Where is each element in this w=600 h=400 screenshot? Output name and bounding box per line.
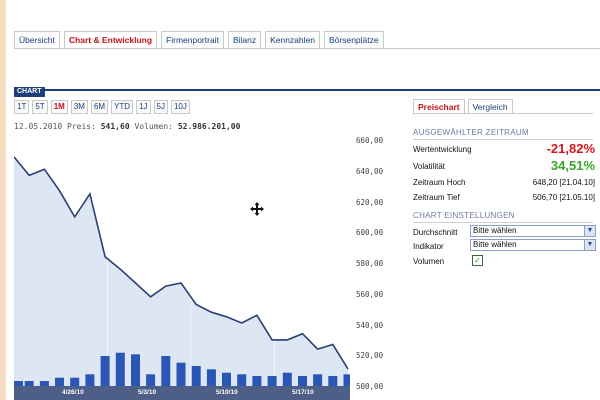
volume-bar [176,362,186,386]
y-tick-label: 580,00 [356,259,384,268]
zeitraum-hoch-label: Zeitraum Hoch [413,178,466,187]
volume-bar [24,381,34,386]
period-button-7[interactable]: 5J [153,100,168,114]
x-tick-label: 5/3/10 [138,389,157,396]
volume-bar [115,352,125,386]
chart-type-underline [413,113,593,114]
y-tick-label: 500,00 [356,382,384,391]
info-date: 12.05.2010 [14,122,63,131]
indikator-label: Indikator [413,242,444,251]
zeitraum-tief-label: Zeitraum Tief [413,193,460,202]
volume-bar [222,372,231,386]
chevron-down-icon[interactable]: ▼ [584,226,595,236]
volume-bar [55,377,64,386]
period-button-5[interactable]: YTD [111,100,134,114]
info-volume: 52.986.201,00 [177,122,241,131]
tab-4[interactable]: Kennzahlen [265,31,320,49]
chart-section-header: CHART [14,80,600,97]
x-axis-strip [14,386,350,400]
tab-5[interactable]: Börsenplätze [324,31,384,49]
y-tick-label: 640,00 [356,166,384,176]
selected-period-title: AUSGEWÄHLTER ZEITRAUM [413,128,529,137]
tab-2[interactable]: Firmenportrait [161,31,224,49]
period-selector: 1T 5T 1M 3M 6M YTD 1J 5J 10J [14,100,190,114]
period-button-1[interactable]: 5T [32,100,48,114]
x-tick-label: 4/26/10 [62,389,84,396]
volume-bar [131,354,140,386]
info-price: 541,60 [100,122,130,131]
durchschnitt-select[interactable]: Bitte wählen ▼ [470,225,596,237]
volume-bar [146,374,156,386]
volumen-label: Volumen [413,257,445,266]
volume-bar [328,376,338,386]
info-price-label: Preis: [67,122,96,131]
price-line [14,156,349,370]
volume-bar [237,374,247,386]
period-button-6[interactable]: 1J [136,100,151,114]
y-tick-label: 600,00 [356,228,384,238]
volume-bar [70,377,80,386]
volume-bar [267,376,277,386]
x-tick-label: 5/17/10 [292,389,314,396]
volume-bar [282,372,292,386]
wertentwicklung-value: -21,82% [546,141,595,156]
x-tick-label: 5/10/10 [216,389,238,396]
volume-bar [313,374,323,386]
move-icon [250,202,264,216]
zeitraum-hoch-value: 648,20 [21.04.10] [532,178,595,187]
zeitraum-tief-value: 506,70 [21.05.10] [532,193,595,202]
info-volume-label: Volumen: [134,122,173,131]
wertentwicklung-label: Wertentwicklung [413,145,472,154]
period-button-0[interactable]: 1T [14,100,30,114]
volume-bar [252,376,262,386]
volume-bar [191,366,201,386]
period-button-8[interactable]: 10J [170,100,190,114]
volume-bar [161,356,171,386]
chart-header-label: CHART [14,87,45,97]
period-button-4[interactable]: 6M [90,100,109,114]
y-tick-label: 660,00 [356,136,384,145]
volatilitaet-label: Volatilität [413,162,446,171]
chart-type-tab-0[interactable]: Preischart [413,99,465,114]
indikator-value: Bitte wählen [473,240,517,249]
price-info: 12.05.2010 Preis: 541,60 Volumen: 52.986… [14,122,240,131]
price-chart[interactable] [14,134,350,400]
chart-type-tabs: Preischart Vergleich [413,99,513,114]
period-button-3[interactable]: 3M [70,100,88,114]
tab-1[interactable]: Chart & Entwicklung [63,31,158,49]
chart-settings-title: CHART EINSTELLUNGEN [413,211,515,220]
tab-0[interactable]: Übersicht [14,31,60,49]
volume-bar [206,369,216,386]
volume-bar [298,376,307,386]
durchschnitt-value: Bitte wählen [473,226,517,235]
volumen-checkbox[interactable]: ✓ [472,255,483,266]
volume-bar [100,356,110,386]
y-tick-label: 520,00 [356,351,384,361]
tab-underline [14,48,600,49]
left-accent-bar [0,0,6,400]
durchschnitt-label: Durchschnitt [413,228,458,237]
y-tick-label: 620,00 [356,197,384,207]
period-button-2[interactable]: 1M [50,100,68,114]
main-tabs: Übersicht Chart & Entwicklung Firmenportra… [14,31,384,49]
selected-period-divider [413,139,593,140]
chart-settings-divider [413,222,593,223]
y-tick-label: 540,00 [356,320,384,330]
volume-bar [85,374,95,386]
chevron-down-icon[interactable]: ▼ [584,240,595,250]
y-tick-label: 560,00 [356,289,384,299]
tab-3[interactable]: Bilanz [227,31,262,49]
volume-bar [343,374,350,386]
volume-bar [39,381,49,386]
indikator-select[interactable]: Bitte wählen ▼ [470,239,596,251]
price-area [14,156,348,386]
volume-bar [14,381,23,386]
checkbox-icon: ✓ [474,256,481,265]
volatilitaet-value: 34,51% [550,158,595,173]
chart-type-tab-1[interactable]: Vergleich [467,99,513,114]
